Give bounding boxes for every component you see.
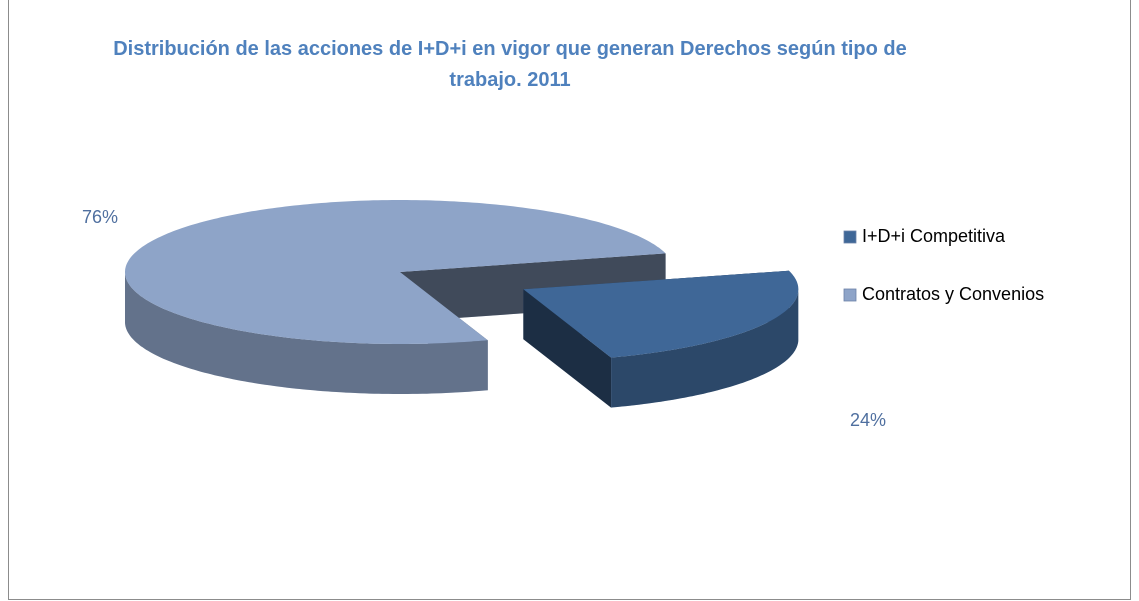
slice-side-shade (611, 290, 799, 408)
chart-title: Distribución de las acciones de I+D+i en… (113, 38, 907, 91)
legend-label: Contratos y Convenios (862, 284, 1044, 304)
pie-slice (523, 270, 799, 358)
legend-swatch (843, 288, 857, 302)
slice-side-shade (125, 272, 488, 394)
data-label: 24% (850, 410, 886, 430)
legend-label: I+D+i Competitiva (862, 226, 1006, 246)
chart-frame (8, 0, 1131, 600)
slice-side (611, 290, 799, 408)
slice-side (125, 272, 488, 394)
data-label: 76% (82, 207, 118, 227)
slice-shade (523, 289, 612, 408)
pie-slice (125, 200, 666, 344)
legend-swatch (843, 230, 857, 244)
